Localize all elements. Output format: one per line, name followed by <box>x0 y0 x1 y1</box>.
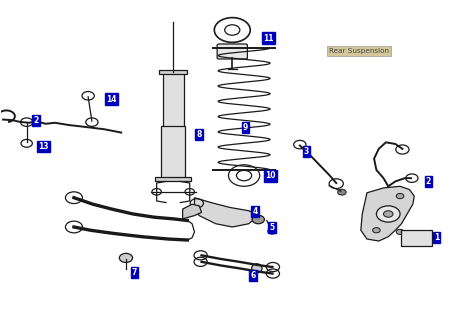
Circle shape <box>252 215 264 224</box>
FancyBboxPatch shape <box>159 70 187 74</box>
Text: 10: 10 <box>265 171 276 181</box>
Text: 4: 4 <box>252 207 257 216</box>
Text: 6: 6 <box>250 271 255 280</box>
Text: 2: 2 <box>34 116 39 125</box>
Circle shape <box>376 206 400 222</box>
Circle shape <box>383 211 393 217</box>
Polygon shape <box>194 198 258 227</box>
Circle shape <box>268 228 276 234</box>
Circle shape <box>373 228 380 233</box>
Text: 2: 2 <box>426 177 431 186</box>
Text: 1: 1 <box>434 233 439 242</box>
FancyBboxPatch shape <box>217 44 247 59</box>
Text: 7: 7 <box>132 268 137 277</box>
Text: 5: 5 <box>269 223 274 232</box>
Text: 13: 13 <box>38 142 48 151</box>
Circle shape <box>337 189 346 195</box>
Text: 8: 8 <box>197 130 202 139</box>
FancyBboxPatch shape <box>155 177 191 181</box>
FancyBboxPatch shape <box>401 230 432 246</box>
Circle shape <box>119 253 133 263</box>
FancyBboxPatch shape <box>163 72 183 128</box>
Text: 11: 11 <box>264 34 274 43</box>
Polygon shape <box>361 186 414 241</box>
Circle shape <box>396 229 404 234</box>
Polygon shape <box>182 204 201 219</box>
Circle shape <box>396 194 404 199</box>
Text: 3: 3 <box>304 147 309 156</box>
Text: Rear Suspension: Rear Suspension <box>329 48 389 54</box>
Text: 9: 9 <box>243 123 248 132</box>
Text: 14: 14 <box>107 95 117 104</box>
FancyBboxPatch shape <box>161 126 185 178</box>
Ellipse shape <box>252 264 262 273</box>
